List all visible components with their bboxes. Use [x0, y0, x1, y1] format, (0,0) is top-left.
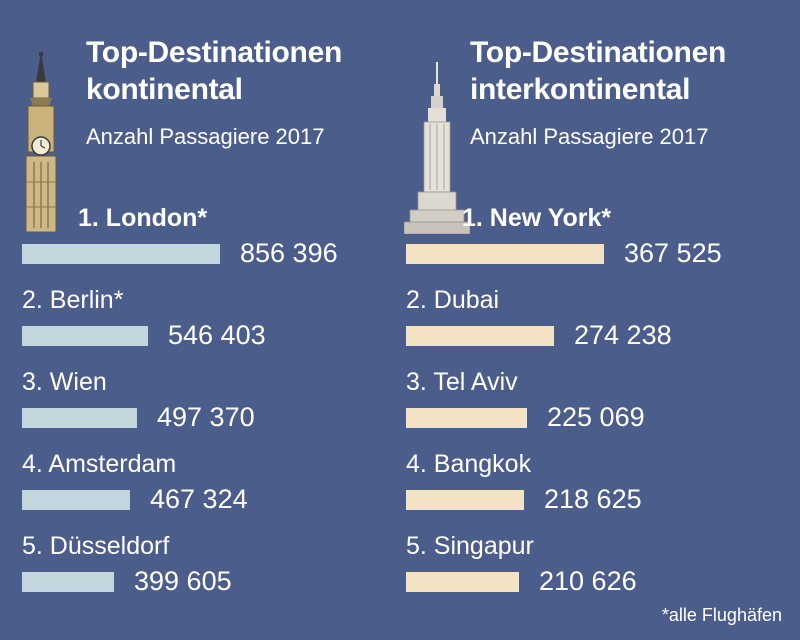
chart-intercontinental: Top-Destinationen interkontinental Anzah… [384, 0, 784, 640]
bar [406, 326, 554, 346]
value-label: 225 069 [547, 402, 645, 432]
chart-title: Top-Destinationen kontinental [86, 34, 342, 108]
chart-title: Top-Destinationen interkontinental [470, 34, 726, 108]
category-label: 3. Tel Aviv [406, 368, 518, 396]
category-label: 4. Amsterdam [22, 450, 177, 478]
footnote: *alle Flughäfen [661, 605, 782, 625]
bar [22, 490, 130, 510]
value-label: 367 525 [624, 238, 722, 268]
chart-subtitle: Anzahl Passagiere 2017 [470, 124, 709, 149]
category-label: 3. Wien [22, 368, 107, 396]
value-label: 497 370 [157, 402, 255, 432]
value-label: 218 625 [544, 484, 642, 514]
bar [22, 244, 220, 264]
bar [22, 572, 114, 592]
bar [406, 572, 519, 592]
value-label: 399 605 [134, 566, 232, 596]
bar [406, 490, 524, 510]
empire-state-building-icon [404, 62, 470, 234]
value-label: 210 626 [539, 566, 637, 596]
title-line-2: interkontinental [470, 73, 691, 106]
big-ben-icon [25, 52, 57, 232]
category-label: 5. Singapur [406, 532, 534, 560]
category-label: 1. London* [78, 204, 208, 232]
category-label: 1. New York* [462, 204, 612, 232]
bar [406, 244, 604, 264]
bar [406, 408, 527, 428]
category-label: 2. Berlin* [22, 286, 124, 314]
value-label: 274 238 [574, 320, 672, 350]
chart-continental: Top-Destinationen kontinental Anzahl Pas… [22, 34, 342, 596]
category-label: 5. Düsseldorf [22, 532, 170, 560]
bar [22, 408, 137, 428]
title-line-2: kontinental [86, 73, 243, 106]
value-label: 467 324 [150, 484, 248, 514]
value-label: 856 396 [240, 238, 338, 268]
chart-subtitle: Anzahl Passagiere 2017 [86, 124, 325, 149]
title-line-1: Top-Destinationen [470, 36, 726, 69]
category-label: 2. Dubai [406, 286, 500, 314]
bar [22, 326, 148, 346]
title-line-1: Top-Destinationen [86, 36, 342, 69]
value-label: 546 403 [168, 320, 266, 350]
category-label: 4. Bangkok [406, 450, 532, 478]
